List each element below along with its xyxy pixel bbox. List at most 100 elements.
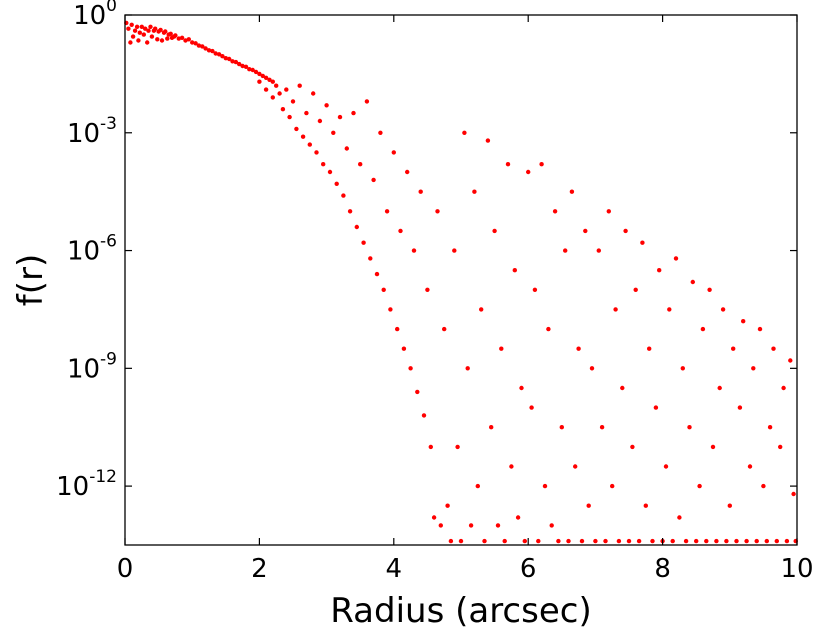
data-point <box>462 130 467 135</box>
data-point <box>539 162 544 167</box>
data-point <box>190 40 195 45</box>
data-point <box>149 34 155 39</box>
data-point <box>707 287 712 292</box>
data-point <box>458 538 464 544</box>
data-point <box>563 248 568 253</box>
data-point <box>428 444 433 450</box>
data-point <box>445 503 450 508</box>
y-tick-base: 10 <box>73 1 106 31</box>
data-point <box>714 538 719 544</box>
data-point <box>767 425 773 430</box>
data-point <box>559 425 564 430</box>
data-point <box>697 483 702 489</box>
data-point <box>579 538 585 544</box>
data-point <box>294 126 299 132</box>
data-point <box>536 538 541 544</box>
data-point <box>368 256 373 261</box>
data-point <box>690 279 695 285</box>
data-point <box>778 444 783 450</box>
data-point <box>680 366 685 371</box>
data-point <box>270 79 275 84</box>
data-point <box>610 483 615 489</box>
data-point <box>556 538 561 544</box>
data-point <box>327 169 333 175</box>
data-point <box>741 319 746 324</box>
data-point <box>720 307 726 312</box>
data-point <box>240 63 245 69</box>
data-point <box>405 169 410 175</box>
data-point <box>566 538 571 544</box>
data-point <box>263 75 269 81</box>
data-point <box>371 177 376 183</box>
data-point <box>418 189 423 194</box>
data-point <box>223 56 228 61</box>
data-point <box>148 24 153 29</box>
data-point <box>158 27 163 33</box>
data-point <box>247 67 252 72</box>
data-point <box>482 538 487 544</box>
data-point <box>448 538 454 544</box>
y-tick-exponent: -3 <box>100 114 117 134</box>
data-point <box>435 209 440 214</box>
data-point <box>374 271 380 277</box>
data-point <box>529 405 534 410</box>
data-point <box>784 538 790 544</box>
data-point <box>206 48 212 53</box>
data-point <box>358 162 363 167</box>
data-point <box>421 413 427 418</box>
data-point <box>173 33 178 38</box>
data-point <box>667 307 672 312</box>
data-point <box>130 34 136 39</box>
data-point <box>509 464 514 469</box>
data-point <box>200 44 205 49</box>
data-point <box>731 346 736 351</box>
data-point <box>391 150 396 155</box>
data-point <box>492 228 497 234</box>
data-point <box>145 40 150 45</box>
data-point <box>616 538 622 544</box>
data-point <box>687 425 692 430</box>
y-tick-exponent: 0 <box>106 0 117 16</box>
data-point <box>479 307 484 312</box>
data-point <box>337 114 343 120</box>
data-point <box>176 36 181 41</box>
data-point <box>257 71 262 77</box>
data-point <box>307 142 312 147</box>
data-point <box>165 36 170 41</box>
data-point <box>683 538 689 544</box>
data-point <box>764 538 769 544</box>
data-point <box>137 30 142 35</box>
x-tick-label: 2 <box>251 554 268 584</box>
data-point <box>141 32 146 37</box>
data-point <box>542 483 548 489</box>
data-point <box>495 523 501 528</box>
data-point <box>761 483 766 489</box>
data-point <box>757 326 763 332</box>
data-point <box>613 307 618 312</box>
data-point <box>210 48 215 54</box>
data-point <box>311 91 316 96</box>
y-tick-label: 10-9 <box>67 349 117 384</box>
data-point <box>573 464 578 469</box>
data-point <box>216 52 222 57</box>
data-point <box>438 523 443 528</box>
data-point <box>277 91 282 96</box>
data-point <box>168 31 173 36</box>
data-point <box>593 538 598 544</box>
data-point <box>442 326 447 332</box>
data-point <box>512 268 517 273</box>
data-point <box>747 464 753 469</box>
data-point <box>183 38 188 43</box>
data-point <box>230 59 235 64</box>
data-point <box>552 209 558 214</box>
data-point <box>250 67 255 73</box>
data-point <box>425 287 430 292</box>
data-point <box>673 256 679 261</box>
data-point <box>771 346 776 351</box>
data-point <box>677 515 682 520</box>
data-point <box>647 346 652 351</box>
data-point <box>700 326 706 332</box>
data-point <box>452 248 457 253</box>
data-point <box>650 538 655 544</box>
data-point <box>134 24 140 29</box>
